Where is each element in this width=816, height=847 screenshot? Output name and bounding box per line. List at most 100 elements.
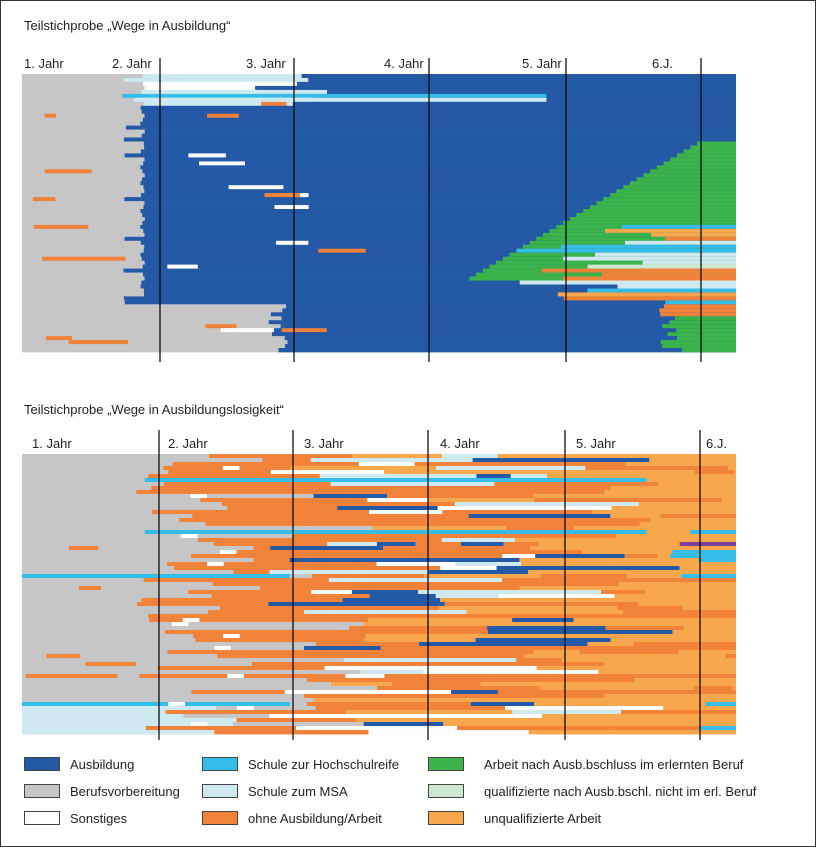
sequence-segment: [304, 646, 381, 651]
legend-swatch-schule-hochschulreife: [202, 757, 238, 771]
sequence-segment: [617, 550, 725, 555]
sequence-segment: [345, 674, 385, 679]
sequence-segment: [136, 490, 379, 495]
sequence-segment: [312, 574, 364, 579]
sequence-segment: [232, 526, 373, 531]
sequence-segment: [633, 642, 736, 647]
sequence-segment: [349, 626, 488, 631]
sequence-segment: [625, 240, 736, 246]
sequence-segment: [262, 458, 311, 463]
sequence-segment: [144, 85, 256, 91]
sequence-segment: [140, 181, 736, 186]
sequence-segment: [167, 264, 198, 269]
sequence-segment: [124, 153, 737, 158]
sequence-segment: [418, 590, 601, 595]
sequence-segment: [662, 324, 736, 329]
legend-label-sonstiges: Sonstiges: [70, 811, 128, 826]
sequence-segment: [547, 474, 585, 479]
sequence-segment: [168, 702, 185, 707]
sequence-segment: [521, 562, 614, 567]
sequence-segment: [505, 706, 664, 711]
sequence-segment: [651, 232, 736, 238]
sequence-segment: [455, 562, 522, 567]
sequence-segment: [560, 244, 736, 250]
sequence-segment: [368, 618, 513, 623]
sequence-segment: [649, 518, 736, 523]
sequence-segment: [440, 566, 497, 571]
sequence-segment: [443, 722, 591, 727]
sequence-segment: [239, 642, 317, 647]
sequence-segment: [606, 570, 666, 575]
sequence-segment: [318, 594, 370, 599]
sequence-segment: [167, 650, 374, 655]
sequence-segment: [603, 694, 709, 699]
sequence-segment: [143, 185, 736, 190]
sequence-segment: [188, 153, 226, 158]
sequence-segment: [141, 133, 736, 138]
sequence-segment: [144, 292, 736, 297]
sequence-segment: [680, 542, 736, 547]
sequence-segment: [236, 718, 356, 723]
sequence-segment: [649, 646, 736, 651]
sequence-segment: [485, 694, 604, 699]
sequence-segment: [22, 113, 145, 119]
legend-swatch-schule-msa: [202, 784, 238, 798]
sequence-segment: [699, 558, 736, 563]
sequence-segment: [319, 474, 477, 479]
sequence-segment: [22, 280, 142, 285]
sequence-segment: [22, 74, 143, 79]
sequence-segment: [304, 610, 467, 615]
sequence-segment: [554, 602, 638, 607]
sequence-segment: [670, 474, 726, 479]
sequence-segment: [414, 462, 475, 467]
sequence-charts: Teilstichprobe „Wege in Ausbildung“ 1. Ja…: [22, 18, 737, 740]
sequence-segment: [366, 502, 455, 507]
sequence-segment: [138, 534, 294, 539]
sequence-segment: [22, 726, 263, 731]
sequence-segment: [541, 622, 638, 627]
sequence-segment: [487, 630, 673, 635]
sequence-segment: [191, 554, 363, 559]
sequence-segment: [22, 702, 290, 707]
sequence-segment: [660, 514, 736, 519]
sequence-segment: [318, 248, 366, 254]
sequence-segment: [475, 638, 611, 643]
sequence-segment: [601, 272, 736, 277]
sequence-segment: [383, 546, 531, 551]
sequence-segment: [142, 177, 736, 182]
sequence-segment: [33, 224, 89, 230]
sequence-segment: [721, 674, 736, 679]
sequence-segment: [506, 582, 619, 587]
sequence-segment: [165, 710, 346, 715]
sequence-segment: [587, 288, 736, 293]
sequence-segment: [622, 224, 736, 230]
sequence-segment: [182, 618, 200, 623]
sequence-segment: [611, 726, 725, 731]
sequence-segment: [363, 622, 542, 627]
sequence-segment: [142, 220, 737, 226]
sequence-segment: [253, 546, 271, 551]
year-label: 5. Jahr: [522, 56, 562, 71]
sequence-segment: [140, 149, 737, 154]
sequence-segment: [270, 470, 385, 475]
sequence-segment: [561, 658, 721, 663]
legend-swatch-unqualifiziert: [428, 811, 464, 825]
sequence-segment: [140, 165, 737, 170]
sequence-segment: [604, 490, 694, 495]
sequence-segment: [585, 494, 736, 499]
sequence-segment: [133, 97, 547, 103]
sequence-segment: [141, 89, 328, 95]
sequence-segment: [428, 570, 529, 575]
sequence-segment: [610, 486, 736, 491]
sequence-segment: [22, 189, 145, 194]
sequence-segment: [207, 562, 224, 567]
sequence-segment: [505, 526, 575, 531]
sequence-segment: [566, 646, 650, 651]
sequence-segment: [587, 264, 736, 269]
sequence-segment: [145, 726, 296, 731]
sequence-segment: [143, 101, 293, 107]
sequence-segment: [208, 610, 305, 615]
sequence-segment: [363, 574, 425, 579]
sequence-segment: [192, 682, 331, 687]
legend-label-ohne-ausbildung: ohne Ausbildung/Arbeit: [248, 811, 382, 826]
